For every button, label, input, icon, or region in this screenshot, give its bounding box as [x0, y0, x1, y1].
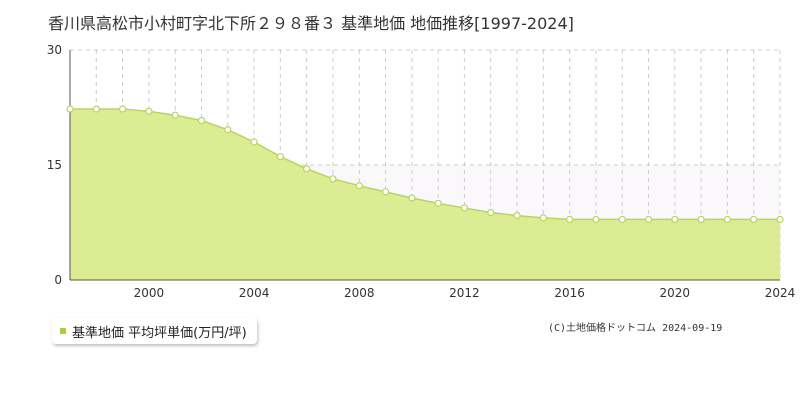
data-point — [408, 194, 416, 202]
data-point — [381, 188, 390, 196]
x-tick-label: 2000 — [134, 286, 165, 300]
data-point — [434, 199, 442, 207]
data-point — [618, 215, 626, 224]
data-point — [487, 208, 495, 217]
data-point — [224, 126, 232, 134]
x-tick-label: 2012 — [449, 286, 480, 300]
x-tick-label: 2016 — [554, 286, 585, 300]
x-tick-label: 2004 — [239, 286, 270, 300]
data-point — [197, 116, 206, 125]
y-tick-label: 15 — [47, 158, 62, 172]
y-tick-label: 30 — [47, 43, 62, 57]
data-point — [539, 214, 547, 222]
data-point — [92, 105, 100, 113]
x-tick-label: 2024 — [765, 286, 796, 300]
data-point — [276, 152, 284, 161]
chart-title: 香川県高松市小村町字北下所２９８番３ 基準地価 地価推移[1997-2024] — [48, 14, 574, 33]
data-point — [171, 111, 179, 119]
data-point — [671, 215, 679, 224]
tick-label-layer: 0 15 30 2000 2004 2008 2012 2016 2020 2024 — [47, 43, 796, 300]
x-tick-label: 2008 — [344, 286, 375, 300]
series-area — [70, 109, 780, 281]
data-point — [776, 215, 784, 224]
data-point — [355, 182, 363, 190]
data-point — [460, 204, 469, 212]
legend[interactable]: 基準地価 平均坪単価(万円/坪) — [52, 318, 257, 344]
marker-layer — [66, 105, 784, 224]
data-point — [697, 215, 705, 224]
data-point — [592, 215, 600, 224]
data-point — [750, 215, 758, 224]
data-point — [66, 105, 74, 113]
x-tick-label: 2020 — [660, 286, 691, 300]
data-point — [329, 175, 337, 183]
y-tick-label: 0 — [54, 273, 62, 287]
legend-marker — [60, 328, 66, 334]
data-point — [118, 105, 127, 113]
series-line — [70, 108, 780, 221]
axis-layer — [69, 50, 780, 281]
data-point — [644, 215, 653, 224]
data-point — [145, 107, 153, 115]
area-layer — [70, 108, 780, 281]
data-point — [566, 215, 574, 224]
data-point — [250, 138, 258, 146]
copyright-text: (C)土地価格ドットコム 2024-09-19 — [548, 323, 723, 334]
data-point — [303, 165, 311, 173]
legend-label: 基準地価 平均坪単価(万円/坪) — [72, 325, 247, 341]
data-point — [723, 215, 732, 224]
data-point — [513, 212, 521, 220]
